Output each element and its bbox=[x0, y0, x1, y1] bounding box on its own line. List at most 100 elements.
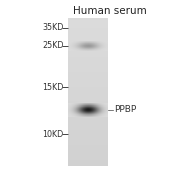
Bar bbox=[104, 45, 105, 46]
Bar bbox=[100, 108, 101, 109]
Bar bbox=[83, 48, 84, 49]
Bar bbox=[105, 50, 106, 51]
Bar bbox=[68, 85, 108, 86]
Bar bbox=[76, 105, 77, 106]
Bar bbox=[77, 43, 78, 44]
Bar bbox=[68, 114, 69, 115]
Text: 25KD: 25KD bbox=[42, 41, 64, 50]
Bar bbox=[68, 130, 108, 131]
Bar bbox=[98, 116, 99, 117]
Bar bbox=[107, 105, 108, 106]
Bar bbox=[89, 104, 90, 105]
Bar bbox=[83, 42, 84, 43]
Bar bbox=[96, 41, 97, 42]
Bar bbox=[74, 108, 75, 109]
Bar bbox=[80, 42, 81, 43]
Bar bbox=[70, 113, 71, 114]
Bar bbox=[95, 105, 96, 106]
Bar bbox=[106, 106, 107, 107]
Bar bbox=[94, 115, 95, 116]
Bar bbox=[74, 47, 75, 48]
Bar bbox=[93, 113, 94, 114]
Bar bbox=[103, 43, 104, 44]
Bar bbox=[103, 48, 104, 49]
Bar bbox=[104, 44, 105, 45]
Bar bbox=[90, 41, 91, 42]
Bar bbox=[92, 49, 93, 50]
Bar bbox=[94, 112, 95, 113]
Bar bbox=[72, 108, 73, 109]
Bar bbox=[85, 49, 86, 50]
Bar bbox=[75, 105, 76, 106]
Bar bbox=[84, 45, 85, 46]
Bar bbox=[68, 50, 69, 51]
Bar bbox=[68, 126, 108, 127]
Bar bbox=[97, 103, 98, 104]
Bar bbox=[88, 113, 89, 114]
Bar bbox=[72, 107, 73, 108]
Bar bbox=[83, 116, 84, 117]
Bar bbox=[68, 151, 108, 152]
Bar bbox=[105, 46, 106, 47]
Bar bbox=[68, 33, 108, 34]
Bar bbox=[74, 104, 75, 105]
Bar bbox=[79, 113, 80, 114]
Bar bbox=[88, 112, 89, 113]
Bar bbox=[68, 103, 108, 104]
Bar bbox=[86, 50, 87, 51]
Bar bbox=[77, 46, 78, 47]
Bar bbox=[72, 43, 73, 44]
Bar bbox=[86, 43, 87, 44]
Bar bbox=[103, 50, 104, 51]
Bar bbox=[89, 109, 90, 110]
Bar bbox=[104, 109, 105, 110]
Bar bbox=[73, 115, 74, 116]
Bar bbox=[68, 78, 108, 79]
Bar bbox=[87, 45, 88, 46]
Bar bbox=[106, 107, 107, 108]
Bar bbox=[93, 116, 94, 117]
Bar bbox=[68, 94, 108, 95]
Bar bbox=[77, 113, 78, 114]
Bar bbox=[70, 116, 71, 117]
Bar bbox=[105, 47, 106, 48]
Bar bbox=[99, 44, 100, 45]
Bar bbox=[68, 67, 108, 68]
Bar bbox=[105, 108, 106, 109]
Bar bbox=[68, 33, 108, 34]
Bar bbox=[68, 62, 108, 63]
Bar bbox=[97, 49, 98, 50]
Bar bbox=[91, 111, 92, 112]
Bar bbox=[102, 48, 103, 49]
Bar bbox=[68, 136, 108, 137]
Bar bbox=[103, 113, 104, 114]
Bar bbox=[68, 158, 108, 159]
Bar bbox=[92, 106, 93, 107]
Bar bbox=[94, 105, 95, 106]
Bar bbox=[90, 44, 91, 45]
Bar bbox=[68, 140, 108, 141]
Bar bbox=[75, 110, 76, 111]
Bar bbox=[95, 110, 96, 111]
Bar bbox=[70, 105, 71, 106]
Bar bbox=[91, 50, 92, 51]
Bar bbox=[105, 113, 106, 114]
Bar bbox=[68, 56, 108, 57]
Bar bbox=[97, 110, 98, 111]
Bar bbox=[79, 109, 80, 110]
Bar bbox=[103, 115, 104, 116]
Bar bbox=[102, 46, 103, 47]
Bar bbox=[68, 54, 108, 55]
Bar bbox=[89, 113, 90, 114]
Bar bbox=[95, 103, 96, 104]
Bar bbox=[68, 42, 69, 43]
Bar bbox=[73, 109, 74, 110]
Bar bbox=[87, 104, 88, 105]
Bar bbox=[107, 104, 108, 105]
Bar bbox=[89, 49, 90, 50]
Bar bbox=[98, 107, 99, 108]
Bar bbox=[89, 45, 90, 46]
Bar bbox=[68, 87, 108, 88]
Bar bbox=[107, 49, 108, 50]
Bar bbox=[89, 106, 90, 107]
